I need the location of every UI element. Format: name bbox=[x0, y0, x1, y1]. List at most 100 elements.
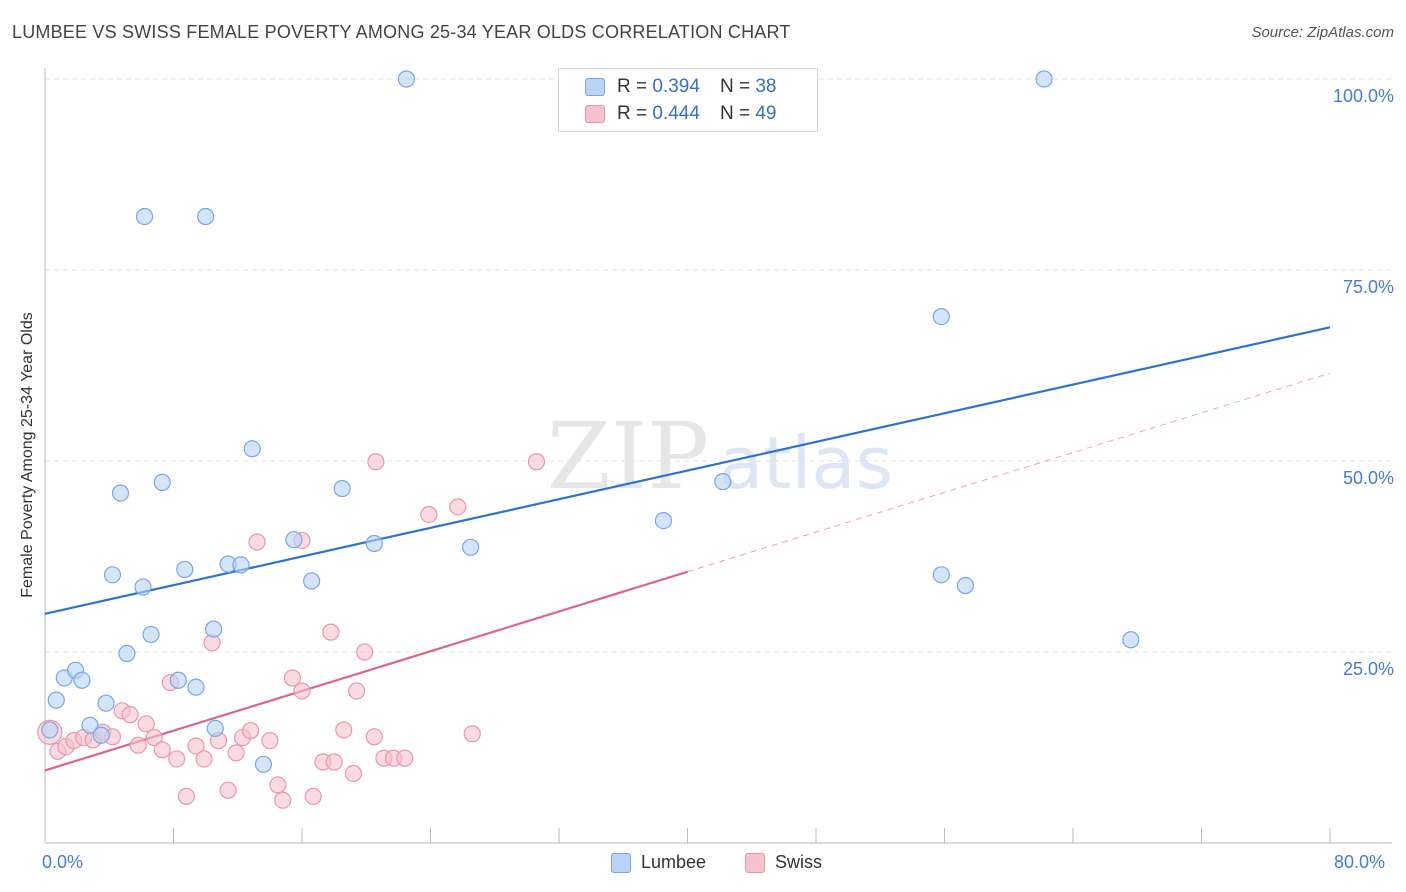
lumbee-point bbox=[153, 473, 171, 491]
legend-item-lumbee[interactable]: Lumbee bbox=[611, 852, 706, 873]
lumbee-r-label: R = bbox=[617, 76, 648, 97]
correlation-legend: R = 0.394 N = 38 R = 0.444 N = 49 bbox=[558, 68, 818, 132]
watermark: ZIP atlas bbox=[547, 403, 893, 510]
swiss-point bbox=[269, 776, 287, 794]
swiss-point bbox=[283, 669, 301, 687]
swiss-n-label: N = bbox=[719, 103, 751, 124]
legend-lumbee-label: Lumbee bbox=[641, 852, 707, 872]
swiss-point bbox=[248, 533, 266, 551]
y-tick-label-50: 50.0% bbox=[1342, 468, 1394, 488]
swiss-point bbox=[137, 715, 155, 733]
points-layer bbox=[37, 70, 1140, 809]
legend-row-swiss: R = 0.444 N = 49 bbox=[585, 102, 776, 126]
swiss-point bbox=[420, 505, 438, 524]
legend-swiss-label: Swiss bbox=[775, 852, 823, 872]
swiss-point bbox=[356, 643, 374, 661]
lumbee-point bbox=[365, 534, 383, 553]
swiss-point bbox=[121, 706, 139, 724]
lumbee-point bbox=[285, 531, 303, 549]
swiss-point bbox=[449, 498, 467, 516]
lumbee-point bbox=[333, 479, 351, 498]
lumbee-point bbox=[397, 70, 416, 88]
lumbee-point bbox=[1122, 631, 1140, 649]
swiss-point bbox=[145, 728, 163, 747]
x-tick-label-max: 80.0% bbox=[1334, 852, 1386, 872]
lumbee-n-label: N = bbox=[719, 76, 751, 97]
lumbee-point bbox=[41, 721, 59, 739]
chart-title: LUMBEE VS SWISS FEMALE POVERTY AMONG 25-… bbox=[12, 22, 791, 42]
lumbee-point bbox=[47, 691, 65, 709]
legend-item-swiss[interactable]: Swiss bbox=[745, 852, 822, 873]
lumbee-swatch bbox=[585, 78, 605, 96]
lumbee-point bbox=[81, 716, 99, 734]
lumbee-point bbox=[254, 755, 273, 773]
swiss-point bbox=[274, 791, 292, 809]
swiss-point bbox=[463, 725, 481, 743]
lumbee-trend-line bbox=[44, 326, 1331, 615]
lumbee-point bbox=[714, 473, 732, 491]
lumbee-point bbox=[97, 694, 115, 712]
lumbee-point bbox=[118, 644, 136, 663]
swiss-point bbox=[187, 737, 205, 755]
swiss-point bbox=[365, 728, 383, 746]
swiss-point bbox=[168, 750, 186, 768]
lumbee-point bbox=[176, 560, 194, 579]
swiss-point bbox=[348, 682, 366, 700]
swiss-point bbox=[153, 741, 171, 759]
lumbee-point bbox=[1035, 70, 1053, 88]
swiss-point bbox=[195, 750, 213, 768]
lumbee-point bbox=[135, 207, 154, 226]
swiss-point bbox=[293, 682, 311, 700]
swiss-r-label: R = bbox=[617, 103, 648, 124]
watermark-zip: ZIP bbox=[547, 403, 709, 510]
y-tick-label-25: 25.0% bbox=[1342, 659, 1394, 679]
swiss-n-value: 49 bbox=[755, 103, 777, 124]
swiss-point bbox=[227, 744, 245, 762]
legend-swiss-swatch bbox=[745, 852, 765, 873]
axis-layer bbox=[44, 68, 1392, 844]
lumbee-n-value: 38 bbox=[755, 76, 777, 97]
swiss-point bbox=[304, 787, 322, 805]
y-tick-label-100: 100.0% bbox=[1332, 86, 1394, 106]
swiss-swatch bbox=[585, 105, 605, 123]
y-axis-label: Female Poverty Among 25-34 Year Olds bbox=[19, 312, 36, 598]
lumbee-point bbox=[932, 308, 950, 326]
swiss-point bbox=[242, 722, 260, 740]
lumbee-point bbox=[932, 566, 950, 584]
swiss-point bbox=[219, 781, 237, 799]
lumbee-point bbox=[654, 511, 673, 530]
lumbee-point bbox=[462, 538, 480, 556]
legend-lumbee-swatch bbox=[611, 852, 631, 873]
lumbee-point bbox=[232, 556, 250, 574]
swiss-point bbox=[527, 453, 546, 471]
swiss-point bbox=[325, 753, 343, 771]
lumbee-point bbox=[111, 484, 130, 502]
swiss-point bbox=[335, 721, 353, 739]
lumbee-point bbox=[243, 440, 261, 458]
lumbee-point bbox=[205, 620, 223, 638]
y-tick-label-75: 75.0% bbox=[1342, 277, 1394, 297]
lumbee-point bbox=[142, 625, 160, 644]
lumbee-point bbox=[73, 671, 91, 689]
watermark-atlas: atlas bbox=[719, 421, 893, 505]
lumbee-point bbox=[206, 719, 224, 738]
swiss-point bbox=[344, 764, 362, 783]
lumbee-point bbox=[303, 572, 321, 590]
lumbee-point bbox=[169, 671, 187, 689]
trend-layer bbox=[44, 326, 1331, 772]
swiss-point bbox=[129, 736, 147, 754]
lumbee-point bbox=[187, 678, 205, 696]
legend-row-lumbee: R = 0.394 N = 38 bbox=[585, 75, 776, 99]
swiss-point bbox=[322, 623, 340, 641]
lumbee-r-value: 0.394 bbox=[652, 76, 700, 97]
swiss-trend-extension bbox=[687, 372, 1331, 573]
swiss-point bbox=[261, 732, 279, 750]
x-tick-label-min: 0.0% bbox=[42, 852, 84, 872]
swiss-point bbox=[367, 453, 385, 471]
lumbee-point bbox=[956, 576, 974, 595]
lumbee-point bbox=[134, 578, 152, 596]
lumbee-point bbox=[103, 566, 122, 584]
series-legend: Lumbee Swiss bbox=[0, 852, 1406, 878]
swiss-r-value: 0.444 bbox=[652, 103, 700, 124]
